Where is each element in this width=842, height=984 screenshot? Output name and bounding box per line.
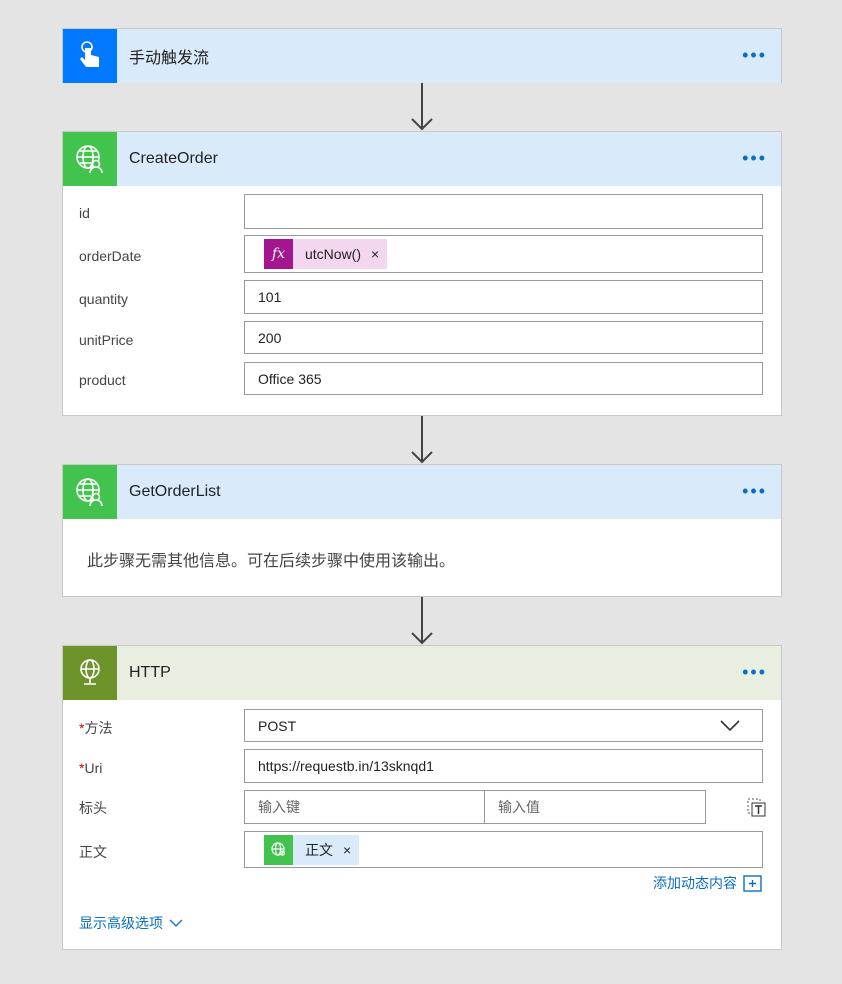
field-label-product: product bbox=[79, 372, 126, 388]
header-value-input[interactable]: 输入值 bbox=[484, 790, 706, 824]
field-label-unitprice: unitPrice bbox=[79, 332, 134, 348]
method-dropdown[interactable]: POST bbox=[244, 709, 763, 742]
field-label-quantity: quantity bbox=[79, 291, 129, 307]
remove-token-button[interactable]: × bbox=[371, 246, 380, 262]
required-marker: * bbox=[79, 720, 85, 736]
text-mode-icon[interactable] bbox=[747, 798, 767, 818]
add-dynamic-content-button[interactable]: 添加动态内容 bbox=[653, 873, 763, 893]
unitprice-input[interactable]: 200 bbox=[244, 321, 763, 354]
show-advanced-label[interactable]: 显示高级选项 bbox=[79, 915, 163, 931]
arrow-down-icon bbox=[411, 597, 433, 645]
token-label: utcNow() bbox=[305, 246, 362, 262]
arrow-down-icon bbox=[411, 416, 433, 464]
globe-user-icon bbox=[264, 834, 293, 865]
hand-touch-icon bbox=[63, 29, 117, 83]
expression-token[interactable]: fx utcNow() × bbox=[264, 239, 388, 269]
get-order-list-card[interactable]: GetOrderList ••• 此步骤无需其他信息。可在后续步骤中使用该输出。 bbox=[62, 464, 782, 597]
show-advanced-options[interactable]: 显示高级选项 bbox=[79, 913, 183, 933]
required-marker: * bbox=[79, 760, 85, 776]
card-title: CreateOrder bbox=[129, 150, 218, 167]
uri-label: Uri bbox=[84, 760, 103, 776]
info-message: 此步骤无需其他信息。可在后续步骤中使用该输出。 bbox=[87, 553, 456, 570]
orderdate-input[interactable]: fx utcNow() × bbox=[244, 235, 763, 273]
headers-label: 标头 bbox=[79, 800, 107, 816]
http-card[interactable]: HTTP ••• *方法 POST *Uri https://requestb.… bbox=[62, 645, 782, 950]
arrow-down-icon bbox=[411, 83, 433, 131]
product-input[interactable]: Office 365 bbox=[244, 362, 763, 395]
globe-user-icon bbox=[63, 132, 117, 186]
create-order-header[interactable]: CreateOrder ••• bbox=[63, 132, 781, 186]
header-key-input[interactable]: 输入键 bbox=[244, 790, 485, 824]
remove-token-button[interactable]: × bbox=[343, 841, 352, 858]
id-input[interactable] bbox=[244, 194, 763, 229]
card-title: 手动触发流 bbox=[129, 50, 210, 67]
fx-icon: fx bbox=[264, 239, 293, 269]
create-order-card[interactable]: CreateOrder ••• id orderDate fx utcNow()… bbox=[62, 131, 782, 416]
method-value: POST bbox=[258, 717, 297, 734]
add-dynamic-content-label[interactable]: 添加动态内容 bbox=[653, 875, 737, 891]
globe-user-icon bbox=[63, 465, 117, 519]
trigger-card[interactable]: 手动触发流 ••• bbox=[62, 28, 782, 83]
card-title: HTTP bbox=[129, 664, 171, 681]
get-order-list-header[interactable]: GetOrderList ••• bbox=[63, 465, 781, 519]
chevron-down-icon bbox=[169, 919, 183, 927]
method-label: 方法 bbox=[84, 720, 113, 736]
add-box-icon bbox=[743, 874, 762, 892]
chevron-down-icon[interactable] bbox=[720, 719, 740, 733]
uri-input[interactable]: https://requestb.in/13sknqd1 bbox=[244, 749, 763, 783]
trigger-header[interactable]: 手动触发流 ••• bbox=[63, 29, 781, 83]
globe-icon bbox=[63, 646, 117, 700]
more-options-button[interactable]: ••• bbox=[742, 45, 767, 65]
more-options-button[interactable]: ••• bbox=[742, 481, 767, 501]
body-token[interactable]: 正文 × bbox=[264, 834, 360, 865]
more-options-button[interactable]: ••• bbox=[742, 148, 767, 168]
http-header[interactable]: HTTP ••• bbox=[63, 646, 781, 700]
field-label-id: id bbox=[79, 205, 90, 221]
more-options-button[interactable]: ••• bbox=[742, 662, 767, 682]
body-input[interactable]: 正文 × bbox=[244, 831, 763, 868]
token-label: 正文 bbox=[305, 841, 333, 858]
field-label-orderdate: orderDate bbox=[79, 248, 142, 264]
body-label: 正文 bbox=[79, 844, 107, 860]
card-title: GetOrderList bbox=[129, 483, 221, 500]
quantity-input[interactable]: 101 bbox=[244, 280, 763, 314]
